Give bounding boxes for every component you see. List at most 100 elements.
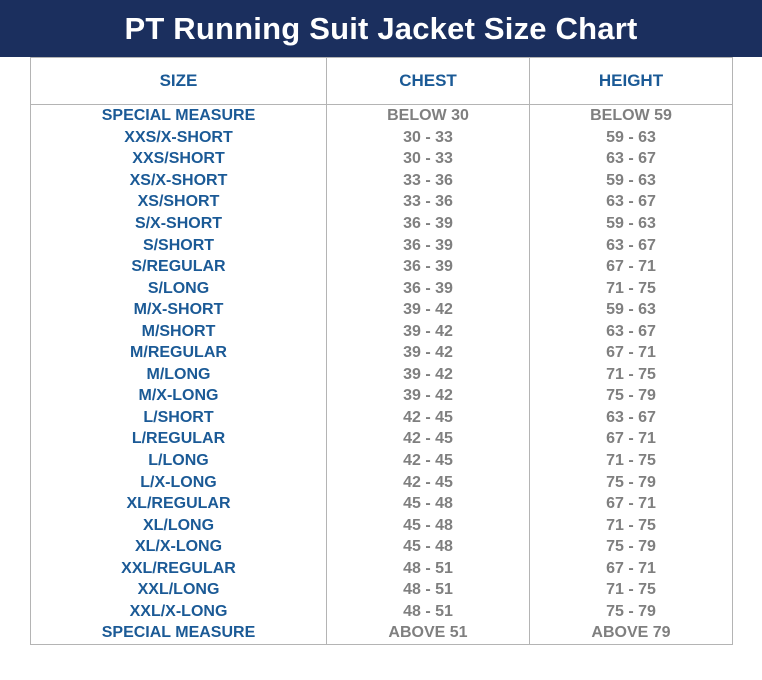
table-header-row: SIZE CHEST HEIGHT xyxy=(30,57,733,105)
height-cell: 63 - 67 xyxy=(529,148,733,170)
height-cell: 75 - 79 xyxy=(529,600,733,623)
table-row: XXS/X-SHORT 30 - 33 59 - 63 xyxy=(30,126,733,149)
chest-cell: 48 - 51 xyxy=(326,579,530,601)
table-row: S/SHORT 36 - 39 63 - 67 xyxy=(30,234,733,256)
chest-cell: 30 - 33 xyxy=(326,126,530,149)
table-row: L/LONG 42 - 45 71 - 75 xyxy=(30,449,733,472)
size-cell: S/X-SHORT xyxy=(30,212,327,235)
size-cell: M/LONG xyxy=(30,363,327,386)
size-cell: XL/REGULAR xyxy=(30,492,327,515)
height-cell: 59 - 63 xyxy=(529,212,733,235)
table-row: XS/SHORT 33 - 36 63 - 67 xyxy=(30,191,733,213)
height-cell: 59 - 63 xyxy=(529,169,733,192)
table-row: SPECIAL MEASURE ABOVE 51 ABOVE 79 xyxy=(30,622,733,645)
chest-cell: 42 - 45 xyxy=(326,428,530,450)
height-cell: ABOVE 79 xyxy=(529,622,733,645)
table-row: XXL/X-LONG 48 - 51 75 - 79 xyxy=(30,600,733,623)
size-cell: S/SHORT xyxy=(30,234,327,256)
height-cell: 67 - 71 xyxy=(529,428,733,450)
table-row: L/X-LONG 42 - 45 75 - 79 xyxy=(30,471,733,493)
chest-cell: 30 - 33 xyxy=(326,148,530,170)
table-row: M/LONG 39 - 42 71 - 75 xyxy=(30,363,733,386)
table-row: S/X-SHORT 36 - 39 59 - 63 xyxy=(30,212,733,235)
chest-cell: 45 - 48 xyxy=(326,514,530,536)
height-cell: 71 - 75 xyxy=(529,579,733,601)
size-cell: XXL/REGULAR xyxy=(30,557,327,580)
column-header-size: SIZE xyxy=(30,57,327,105)
height-cell: 71 - 75 xyxy=(529,277,733,299)
chest-cell: 42 - 45 xyxy=(326,471,530,493)
chest-cell: 36 - 39 xyxy=(326,234,530,256)
height-cell: 75 - 79 xyxy=(529,385,733,407)
chest-cell: 48 - 51 xyxy=(326,600,530,623)
size-chart-table: SIZE CHEST HEIGHT SPECIAL MEASURE BELOW 3… xyxy=(30,57,733,645)
table-row: XXL/REGULAR 48 - 51 67 - 71 xyxy=(30,557,733,580)
size-cell: S/REGULAR xyxy=(30,255,327,278)
chest-cell: 42 - 45 xyxy=(326,406,530,429)
size-cell: XXS/X-SHORT xyxy=(30,126,327,149)
table-row: XXL/LONG 48 - 51 71 - 75 xyxy=(30,579,733,601)
table-body: SPECIAL MEASURE BELOW 30 BELOW 59 XXS/X-SHO… xyxy=(30,103,733,645)
size-cell: XXL/LONG xyxy=(30,579,327,601)
table-row: M/SHORT 39 - 42 63 - 67 xyxy=(30,320,733,343)
column-header-height: HEIGHT xyxy=(529,57,733,105)
chest-cell: 36 - 39 xyxy=(326,277,530,299)
size-cell: SPECIAL MEASURE xyxy=(30,622,327,645)
chest-cell: 42 - 45 xyxy=(326,449,530,472)
chest-cell: BELOW 30 xyxy=(326,103,530,127)
size-cell: M/SHORT xyxy=(30,320,327,343)
chest-cell: 48 - 51 xyxy=(326,557,530,580)
table-row: M/REGULAR 39 - 42 67 - 71 xyxy=(30,342,733,364)
chest-cell: 33 - 36 xyxy=(326,169,530,192)
height-cell: 59 - 63 xyxy=(529,298,733,321)
size-cell: M/X-SHORT xyxy=(30,298,327,321)
size-cell: S/LONG xyxy=(30,277,327,299)
height-cell: 75 - 79 xyxy=(529,471,733,493)
page-title: PT Running Suit Jacket Size Chart xyxy=(124,10,638,46)
chest-cell: 33 - 36 xyxy=(326,191,530,213)
size-cell: XS/X-SHORT xyxy=(30,169,327,192)
chest-cell: 45 - 48 xyxy=(326,492,530,515)
chest-cell: 39 - 42 xyxy=(326,298,530,321)
chest-cell: 39 - 42 xyxy=(326,320,530,343)
size-cell: XL/LONG xyxy=(30,514,327,536)
size-cell: XXS/SHORT xyxy=(30,148,327,170)
table-row: M/X-LONG 39 - 42 75 - 79 xyxy=(30,385,733,407)
size-cell: L/X-LONG xyxy=(30,471,327,493)
size-cell: M/X-LONG xyxy=(30,385,327,407)
height-cell: 75 - 79 xyxy=(529,535,733,558)
table-row: XL/LONG 45 - 48 71 - 75 xyxy=(30,514,733,536)
size-cell: XXL/X-LONG xyxy=(30,600,327,623)
size-cell: L/LONG xyxy=(30,449,327,472)
height-cell: 63 - 67 xyxy=(529,406,733,429)
column-header-chest: CHEST xyxy=(326,57,530,105)
table-row: XL/REGULAR 45 - 48 67 - 71 xyxy=(30,492,733,515)
chest-cell: 36 - 39 xyxy=(326,212,530,235)
size-cell: L/SHORT xyxy=(30,406,327,429)
table-row: M/X-SHORT 39 - 42 59 - 63 xyxy=(30,298,733,321)
chest-cell: 45 - 48 xyxy=(326,535,530,558)
table-row: L/SHORT 42 - 45 63 - 67 xyxy=(30,406,733,429)
height-cell: 71 - 75 xyxy=(529,363,733,386)
table-row: XXS/SHORT 30 - 33 63 - 67 xyxy=(30,148,733,170)
height-cell: 67 - 71 xyxy=(529,557,733,580)
title-bar: PT Running Suit Jacket Size Chart xyxy=(0,0,762,57)
table-row: SPECIAL MEASURE BELOW 30 BELOW 59 xyxy=(30,103,733,127)
table-row: L/REGULAR 42 - 45 67 - 71 xyxy=(30,428,733,450)
size-cell: XL/X-LONG xyxy=(30,535,327,558)
table-row: XS/X-SHORT 33 - 36 59 - 63 xyxy=(30,169,733,192)
height-cell: 67 - 71 xyxy=(529,492,733,515)
size-cell: L/REGULAR xyxy=(30,428,327,450)
table-row: S/LONG 36 - 39 71 - 75 xyxy=(30,277,733,299)
size-cell: M/REGULAR xyxy=(30,342,327,364)
chest-cell: 36 - 39 xyxy=(326,255,530,278)
height-cell: 71 - 75 xyxy=(529,514,733,536)
chest-cell: 39 - 42 xyxy=(326,342,530,364)
height-cell: 67 - 71 xyxy=(529,342,733,364)
size-cell: XS/SHORT xyxy=(30,191,327,213)
height-cell: 63 - 67 xyxy=(529,234,733,256)
table-row: XL/X-LONG 45 - 48 75 - 79 xyxy=(30,535,733,558)
height-cell: 63 - 67 xyxy=(529,191,733,213)
height-cell: 63 - 67 xyxy=(529,320,733,343)
size-cell: SPECIAL MEASURE xyxy=(30,103,327,127)
